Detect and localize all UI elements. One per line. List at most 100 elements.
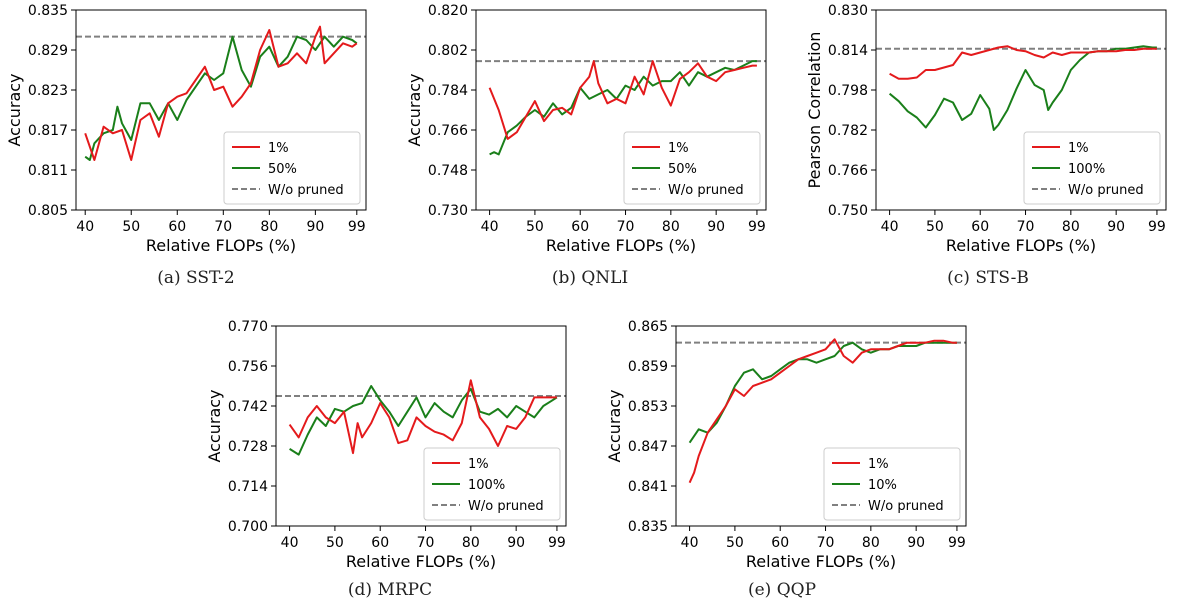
chart-stsb-axes-frame	[875, 9, 1167, 211]
chart-mrpc-legend-label: 1%	[468, 457, 489, 472]
chart-mrpc-ytick-label: 0.728	[228, 439, 268, 455]
chart-stsb-xlabel: Relative FLOPs (%)	[946, 236, 1096, 255]
chart-sst2-xlabel: Relative FLOPs (%)	[146, 236, 296, 255]
chart-mrpc-legend-label: 100%	[468, 478, 505, 493]
chart-stsb-xtick-label: 50	[926, 219, 944, 235]
chart-qnli-axes-frame	[475, 9, 767, 211]
chart-svg-sst2: 0.805 0.811 0.817 0.823 0.829 0.835 40 50 60 70 80…	[5, 3, 367, 255]
chart-sst2-ytick-label: 0.805	[28, 203, 68, 219]
chart-stsb-xtick-label: 70	[1017, 219, 1035, 235]
chart-qqp-ytick-label: 0.859	[628, 359, 668, 375]
chart-qnli-ylabel: Accuracy	[405, 73, 424, 146]
chart-mrpc-xtick-label: 80	[462, 535, 480, 551]
chart-qnli-ytick-label: 0.748	[428, 163, 468, 179]
chart-mrpc-ytick-label: 0.770	[228, 319, 268, 335]
chart-panel-stsb: 0.750 0.766 0.782 0.798 0.814 0.830 40 50 60 70 80…	[800, 0, 1178, 255]
chart-sst2-ylabel: Accuracy	[5, 73, 24, 146]
chart-sst2-ytick-label: 0.811	[28, 163, 68, 179]
chart-sst2-xtick-label: 80	[260, 219, 278, 235]
chart-sst2-legend-box	[223, 131, 361, 205]
chart-panel-qnli: 0.730 0.748 0.766 0.784 0.802 0.820 40 50 60 70 80…	[400, 0, 780, 255]
chart-svg-qnli: 0.730 0.748 0.766 0.784 0.802 0.820 40 50 60 70 80…	[405, 3, 767, 255]
chart-mrpc-xtick-label: 50	[326, 535, 344, 551]
chart-qqp-xlabel: Relative FLOPs (%)	[746, 552, 896, 571]
chart-svg-stsb: 0.750 0.766 0.782 0.798 0.814 0.830 40 50 60 70 80…	[805, 3, 1167, 255]
chart-qqp-legend-box	[823, 447, 961, 521]
chart-mrpc-legend-label: W/o pruned	[468, 499, 544, 514]
caption-mrpc: (d) MRPC	[347, 580, 433, 600]
chart-qqp-xtick-label: 80	[862, 535, 880, 551]
chart-stsb-xtick-label: 99	[1148, 219, 1166, 235]
caption-sst2: (a) SST-2	[157, 268, 235, 288]
chart-qnli-xtick-label: 99	[748, 219, 766, 235]
chart-qnli-legend-box	[623, 131, 761, 205]
chart-stsb-ytick-label: 0.766	[828, 163, 868, 179]
chart-mrpc-xtick-label: 70	[417, 535, 435, 551]
chart-stsb-ytick-label: 0.830	[828, 3, 868, 19]
chart-qqp-xtick-label: 70	[817, 535, 835, 551]
chart-stsb-series-red	[889, 45, 1157, 80]
chart-mrpc-legend-box	[423, 447, 561, 521]
chart-mrpc-xtick-label: 60	[371, 535, 389, 551]
chart-qnli-ytick-label: 0.784	[428, 83, 468, 99]
chart-qnli-xtick-label: 70	[617, 219, 635, 235]
chart-sst2-legend-label: 1%	[268, 141, 289, 156]
caption-qnli: (b) QNLI	[551, 268, 629, 288]
chart-stsb-xtick-label: 90	[1107, 219, 1125, 235]
chart-stsb-legend-label: W/o pruned	[1068, 183, 1144, 198]
chart-stsb-legend-label: 1%	[1068, 141, 1089, 156]
chart-qqp-xtick-label: 90	[907, 535, 925, 551]
chart-qqp-xtick-label: 60	[771, 535, 789, 551]
chart-qnli-legend-label: W/o pruned	[668, 183, 744, 198]
chart-mrpc-ytick-label: 0.756	[228, 359, 268, 375]
chart-stsb-ytick-label: 0.750	[828, 203, 868, 219]
chart-qnli-xtick-label: 40	[481, 219, 499, 235]
caption-stsb: (c) STS-B	[947, 268, 1029, 288]
chart-panel-mrpc: 0.700 0.714 0.728 0.742 0.756 0.770 40 50 60 70 80…	[200, 316, 580, 571]
chart-qnli-ytick-label: 0.766	[428, 123, 468, 139]
chart-qqp-xtick-label: 50	[726, 535, 744, 551]
chart-svg-qqp: 0.835 0.841 0.847 0.853 0.859 0.865 40 50 60 70 80…	[605, 319, 967, 571]
chart-qqp-legend-label: W/o pruned	[868, 499, 944, 514]
chart-qnli-ytick-label: 0.820	[428, 3, 468, 19]
chart-stsb-legend-label: 100%	[1068, 162, 1105, 177]
chart-qqp-axes-frame	[675, 325, 967, 527]
chart-sst2-xtick-label: 70	[214, 219, 232, 235]
chart-qnli-xlabel: Relative FLOPs (%)	[546, 236, 696, 255]
chart-qnli-series-red	[488, 60, 757, 140]
chart-mrpc-xlabel: Relative FLOPs (%)	[346, 552, 496, 571]
chart-sst2-legend-label: 50%	[268, 162, 297, 177]
chart-sst2-xtick-label: 90	[306, 219, 324, 235]
chart-panel-sst2: 0.805 0.811 0.817 0.823 0.829 0.835 40 50 60 70 80…	[0, 0, 380, 255]
chart-mrpc-series-green	[289, 385, 558, 456]
chart-stsb-xtick-label: 60	[971, 219, 989, 235]
chart-qqp-series-green	[688, 341, 957, 444]
chart-qqp-ytick-label: 0.841	[628, 479, 668, 495]
chart-qqp-xtick-label: 99	[948, 535, 966, 551]
chart-mrpc-ytick-label: 0.714	[228, 479, 268, 495]
chart-panel-qqp: 0.835 0.841 0.847 0.853 0.859 0.865 40 50 60 70 80…	[600, 316, 980, 571]
chart-qnli-legend-label: 50%	[668, 162, 697, 177]
chart-stsb-ytick-label: 0.782	[828, 123, 868, 139]
chart-stsb-ylabel: Pearson Correlation	[805, 32, 824, 189]
chart-qqp-ytick-label: 0.853	[628, 399, 668, 415]
chart-mrpc-xtick-label: 99	[548, 535, 566, 551]
chart-qnli-xtick-label: 90	[707, 219, 725, 235]
chart-mrpc-series-red	[288, 379, 557, 455]
chart-sst2-series-red	[84, 25, 358, 161]
chart-qqp-legend-label: 1%	[868, 457, 889, 472]
chart-mrpc-ylabel: Accuracy	[205, 389, 224, 462]
chart-stsb-xtick-label: 40	[881, 219, 899, 235]
chart-qnli-xtick-label: 60	[571, 219, 589, 235]
chart-qnli-ytick-label: 0.730	[428, 203, 468, 219]
chart-stsb-series-green	[888, 45, 1157, 131]
chart-stsb-ytick-label: 0.798	[828, 83, 868, 99]
chart-qnli-xtick-label: 50	[526, 219, 544, 235]
chart-qqp-ytick-label: 0.847	[628, 439, 668, 455]
chart-sst2-xtick-label: 40	[76, 219, 94, 235]
chart-sst2-legend-label: W/o pruned	[268, 183, 344, 198]
chart-qqp-ytick-label: 0.835	[628, 519, 668, 535]
chart-qnli-ytick-label: 0.802	[428, 43, 468, 59]
chart-mrpc-ytick-label: 0.700	[228, 519, 268, 535]
chart-mrpc-xtick-label: 40	[281, 535, 299, 551]
